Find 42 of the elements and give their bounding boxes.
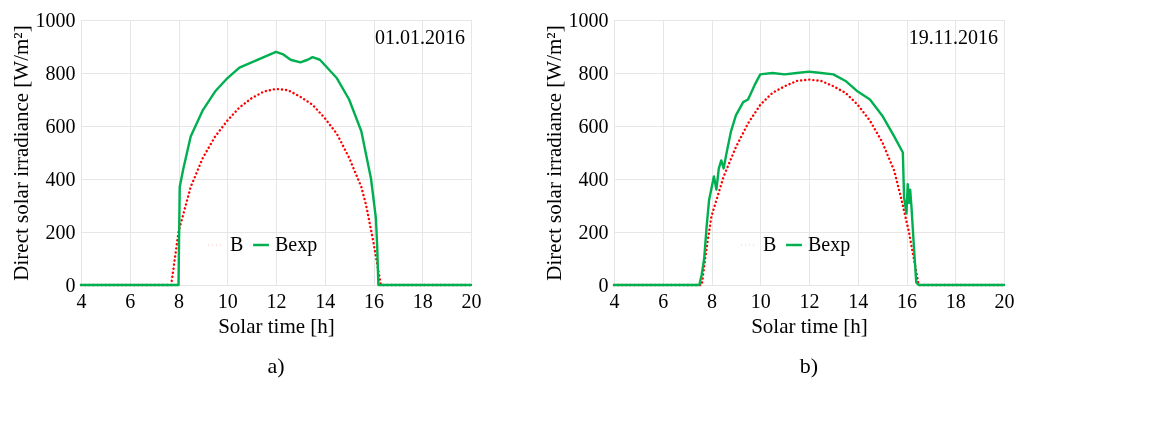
y-tick-label: 1000 xyxy=(35,8,76,31)
y-tick-label: 400 xyxy=(45,167,76,190)
x-tick-label: 4 xyxy=(76,289,87,312)
y-tick-label: 600 xyxy=(45,114,76,137)
annotation: 01.01.2016 xyxy=(375,26,465,48)
x-tick-label: 8 xyxy=(707,289,717,312)
y-tick-label: 400 xyxy=(578,167,609,190)
y-tick-label: 0 xyxy=(598,273,609,296)
x-tick-label: 20 xyxy=(461,289,482,312)
y-axis-title: Direct solar irradiance [W/m²] xyxy=(8,25,33,281)
x-tick-label: 12 xyxy=(266,289,287,312)
y-tick-label: 0 xyxy=(65,273,76,296)
y-tick-label: 600 xyxy=(578,114,609,137)
legend-label: Bexp xyxy=(275,233,318,256)
x-tick-label: 18 xyxy=(412,289,433,312)
y-tick-label: 200 xyxy=(578,220,609,243)
x-tick-label: 14 xyxy=(848,289,869,312)
x-tick-label: 6 xyxy=(658,289,669,312)
x-tick-label: 8 xyxy=(174,289,184,312)
x-tick-label: 20 xyxy=(994,289,1015,312)
legend-label: B xyxy=(230,233,244,255)
x-tick-label: 6 xyxy=(125,289,136,312)
x-tick-label: 16 xyxy=(364,289,384,312)
x-tick-label: 14 xyxy=(315,289,336,312)
legend-label: Bexp xyxy=(808,233,851,256)
x-tick-label: 4 xyxy=(609,289,620,312)
y-axis-title: Direct solar irradiance [W/m²] xyxy=(541,25,566,281)
x-tick-label: 10 xyxy=(217,289,238,312)
x-tick-label: 18 xyxy=(945,289,966,312)
x-axis-title: Solar time [h] xyxy=(751,313,868,338)
y-tick-label: 800 xyxy=(578,61,609,84)
y-tick-label: 200 xyxy=(45,220,76,243)
y-tick-label: 800 xyxy=(45,61,76,84)
x-axis-title: Solar time [h] xyxy=(218,313,335,338)
x-tick-label: 10 xyxy=(750,289,771,312)
annotation: 19.11.2016 xyxy=(908,26,998,48)
legend-label: B xyxy=(763,233,777,255)
x-tick-label: 16 xyxy=(897,289,917,312)
text: a) xyxy=(267,353,285,378)
x-tick-label: 12 xyxy=(799,289,820,312)
text: b) xyxy=(799,353,819,378)
y-tick-label: 1000 xyxy=(568,8,609,31)
